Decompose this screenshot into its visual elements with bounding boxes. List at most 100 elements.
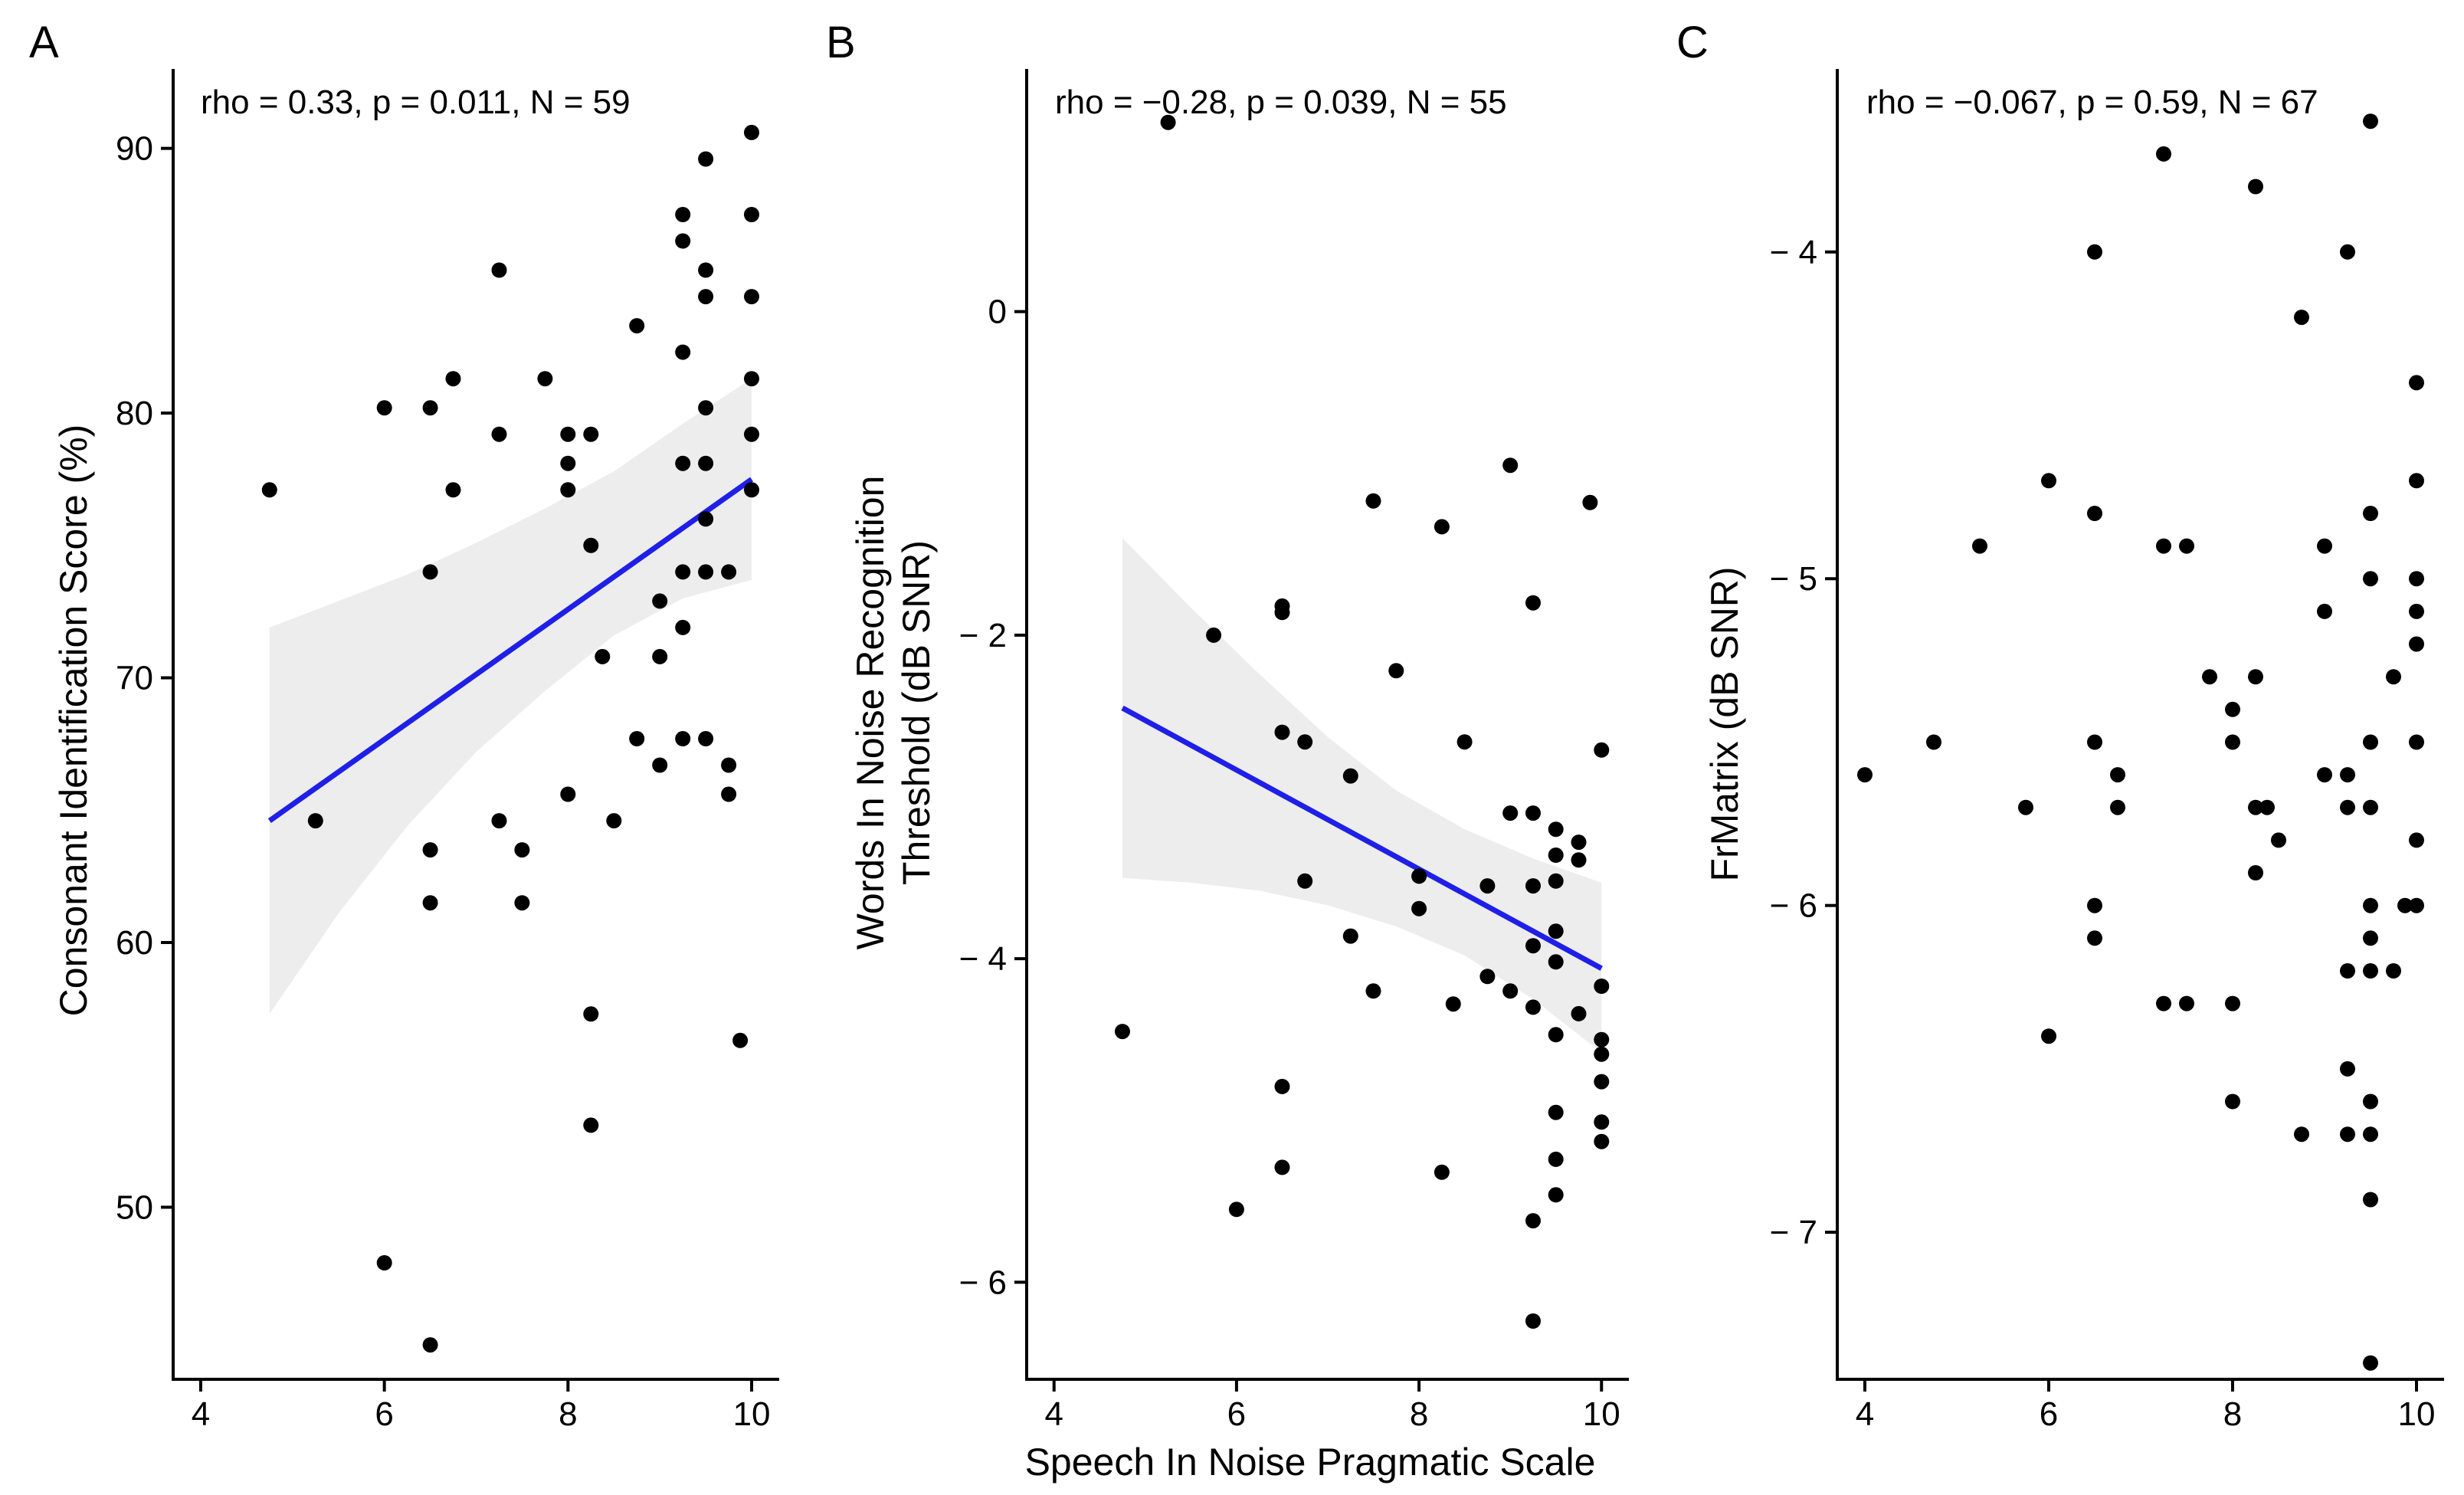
panel-c-point [2363, 1093, 2378, 1110]
panel-a-point [698, 455, 714, 471]
panel-b-point [1160, 114, 1176, 130]
panel-c-point [2317, 767, 2332, 783]
panel-b-point [1571, 1005, 1587, 1021]
panel-b-point [1594, 742, 1610, 758]
panel-c-y-tick-label: − 4 [1770, 234, 1817, 271]
panel-a-x-tick-label: 4 [192, 1395, 210, 1433]
panel-a-point [583, 537, 599, 553]
panel-c-point [2363, 734, 2378, 750]
panel-c-point [2156, 146, 2171, 162]
panel-a-point [698, 289, 714, 305]
panel-c-point [2409, 571, 2424, 587]
panel-a-confidence-band [269, 379, 752, 1015]
panel-a-point [560, 426, 576, 442]
panel-b-point [1582, 494, 1598, 510]
panel-c-point [2363, 506, 2378, 521]
panel-c-y-tick-label: − 7 [1770, 1214, 1817, 1251]
panel-a: A rho = 0.33, p = 0.011, N = 59 4 6 8 10 50 6… [29, 18, 779, 1433]
panel-a-point [422, 564, 438, 580]
panel-c-point [2087, 897, 2102, 913]
panel-b-point [1548, 1104, 1564, 1120]
panel-c-point [2340, 767, 2355, 783]
panel-b-point [1594, 1031, 1610, 1047]
panel-b-point [1445, 996, 1461, 1012]
panel-c-point [2225, 701, 2240, 717]
panel-b-point [1479, 878, 1496, 894]
panel-c-point [2087, 930, 2102, 946]
panel-b-point [1548, 954, 1564, 970]
panel-c-point [2363, 963, 2378, 979]
panel-c-point [2409, 832, 2424, 848]
panel-b-point [1342, 928, 1358, 944]
panel-b-point [1571, 834, 1587, 851]
panel-a-point [261, 482, 277, 498]
panel-c-point [2409, 375, 2424, 391]
panel-c-point [2409, 473, 2424, 489]
panel-c-point [2087, 244, 2102, 260]
panel-c-point [1972, 538, 1987, 554]
panel-a-x-tick-label: 8 [559, 1395, 577, 1433]
panel-c-point [2248, 179, 2263, 195]
panel-a-point [307, 813, 323, 829]
panel-b-point [1548, 873, 1564, 889]
panel-a-point [721, 757, 737, 773]
panel-b-point [1548, 1151, 1564, 1167]
panel-b-point [1525, 1313, 1541, 1329]
panel-c-point [2409, 734, 2424, 750]
panel-a-ylabel: Consonant Identification Score (%) [52, 425, 95, 1017]
panel-a-point [560, 455, 576, 471]
panel-letter-b: B [826, 18, 856, 67]
panel-c-point [2041, 1028, 2056, 1044]
panel-c-point [2259, 799, 2275, 815]
panel-c-point [2363, 1192, 2378, 1208]
panel-a-regression-line [267, 477, 754, 823]
panel-c-x-tick-label: 8 [2223, 1395, 2242, 1433]
panel-b-confidence-band [1122, 538, 1602, 1053]
panel-a-point [376, 1255, 392, 1270]
panel-a-point [721, 786, 737, 802]
panel-c-x-tick-label: 4 [1856, 1395, 1874, 1433]
panel-c-point [2294, 310, 2309, 326]
panel-a-point [422, 895, 438, 911]
panel-a-point [698, 151, 714, 167]
panel-b-point [1456, 734, 1473, 750]
panel-c-point [2202, 669, 2217, 685]
panel-letter-a: A [29, 18, 59, 67]
panel-b-point [1434, 519, 1450, 535]
panel-b-point [1525, 595, 1541, 611]
panel-a-point [583, 1006, 599, 1022]
panel-a-point [698, 564, 714, 580]
panel-b-point [1297, 734, 1313, 750]
panel-a-point [422, 842, 438, 858]
panel-a-y-tick-label: 80 [116, 395, 153, 432]
panel-c-x-tick-label: 6 [2040, 1395, 2058, 1433]
panel-c-point [2317, 538, 2332, 554]
panel-b-point [1274, 724, 1290, 740]
panel-a-point [675, 564, 691, 580]
panel-a-point [652, 757, 668, 773]
panel-a-point [652, 593, 668, 609]
panel-c-ylabel: FrMatrix (dB SNR) [1703, 566, 1746, 881]
panel-a-point [675, 619, 691, 635]
panel-c-point [2179, 538, 2194, 554]
panel-b-annotation: rho = −0.28, p = 0.039, N = 55 [1055, 84, 1507, 121]
panel-a-point [698, 511, 714, 527]
panel-c-point [2317, 603, 2332, 619]
panel-b-x-tick-label: 6 [1227, 1395, 1246, 1433]
panel-c-point [2363, 897, 2378, 913]
panel-a-point [514, 842, 530, 858]
panel-a-point [744, 207, 759, 222]
panel-b-point [1594, 1046, 1610, 1062]
panel-b: B rho = −0.28, p = 0.039, N = 55 4 6 8 10 − … [826, 18, 1629, 1433]
panel-c-point [1926, 734, 1941, 750]
panel-a-point [560, 482, 576, 498]
panel-b-point [1548, 821, 1564, 838]
panel-b-point [1115, 1024, 1130, 1040]
shared-xlabel: Speech In Noise Pragmatic Scale [1025, 1441, 1596, 1484]
panel-a-point [744, 426, 759, 442]
panel-b-point [1525, 999, 1541, 1015]
panel-a-point [606, 813, 622, 829]
panel-b-point [1411, 900, 1427, 916]
panel-c-point [2225, 734, 2240, 750]
